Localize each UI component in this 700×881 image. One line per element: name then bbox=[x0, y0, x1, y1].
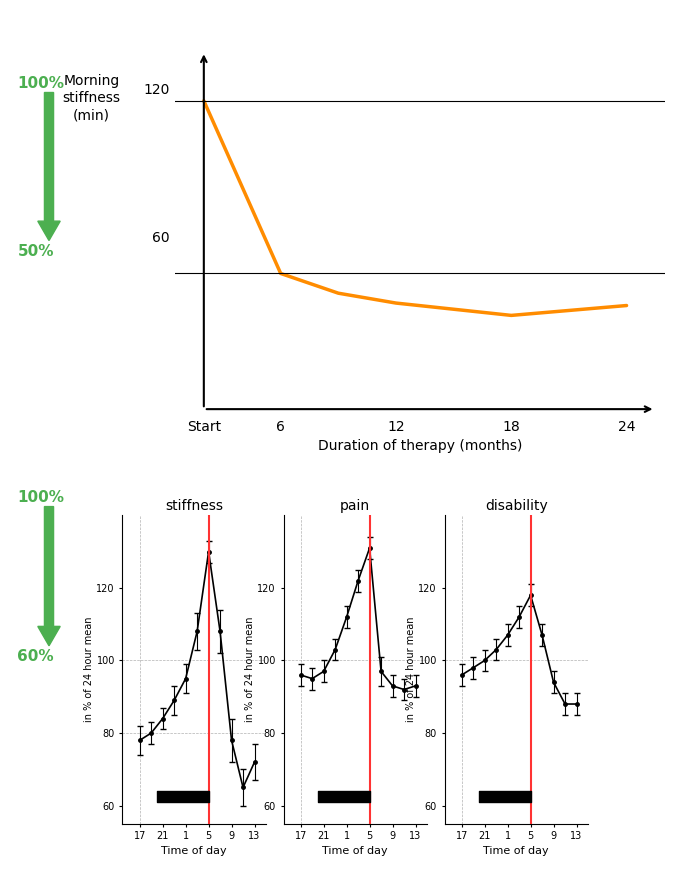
FancyArrow shape bbox=[38, 507, 60, 646]
X-axis label: Time of day: Time of day bbox=[162, 846, 227, 855]
X-axis label: Time of day: Time of day bbox=[484, 846, 549, 855]
Title: pain: pain bbox=[340, 499, 370, 513]
Title: disability: disability bbox=[485, 499, 547, 513]
Text: 50%: 50% bbox=[18, 243, 54, 259]
Y-axis label: in % of 24 hour mean: in % of 24 hour mean bbox=[83, 617, 94, 722]
X-axis label: Time of day: Time of day bbox=[323, 846, 388, 855]
Y-axis label: in % of 24 hour mean: in % of 24 hour mean bbox=[244, 617, 255, 722]
Text: 100%: 100% bbox=[18, 76, 64, 92]
Text: 100%: 100% bbox=[18, 490, 64, 506]
X-axis label: Duration of therapy (months): Duration of therapy (months) bbox=[318, 440, 522, 453]
Y-axis label: in % of 24 hour mean: in % of 24 hour mean bbox=[405, 617, 416, 722]
Title: stiffness: stiffness bbox=[165, 499, 223, 513]
Text: 60%: 60% bbox=[18, 648, 54, 664]
Text: Morning
stiffness
(min): Morning stiffness (min) bbox=[63, 74, 120, 122]
FancyArrow shape bbox=[38, 93, 60, 241]
